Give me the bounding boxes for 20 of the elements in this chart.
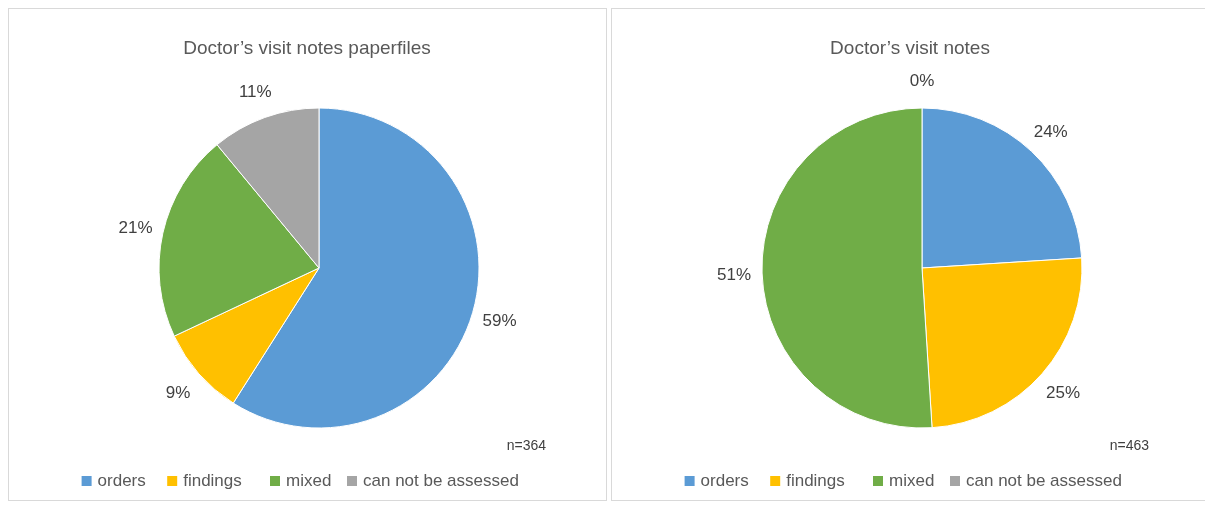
text: n=364 xyxy=(506,437,547,453)
legend-label: mixed xyxy=(889,471,935,490)
data-label: 11% xyxy=(238,82,272,102)
text: n=463 xyxy=(1109,437,1150,453)
legend-label: findings xyxy=(183,471,242,490)
text: 0% xyxy=(909,71,935,90)
legend-label: can not be assessed xyxy=(966,471,1122,490)
data-label: 24% xyxy=(1033,121,1068,141)
data-label: 21% xyxy=(118,217,153,237)
legend-label: can not be assessed xyxy=(363,471,519,490)
data-label: 25% xyxy=(1046,383,1081,403)
chart-title: Doctor’s visit notes paperfiles xyxy=(183,37,431,58)
data-label: 9% xyxy=(165,383,191,403)
legend-label: findings xyxy=(786,471,845,490)
legend-label: mixed xyxy=(286,471,332,490)
legend-label: orders xyxy=(97,471,146,490)
data-label: 59% xyxy=(482,311,517,331)
data-label: 51% xyxy=(717,264,752,284)
chart-title: Doctor’s visit notes xyxy=(830,37,990,58)
legend-label: orders xyxy=(700,471,749,490)
